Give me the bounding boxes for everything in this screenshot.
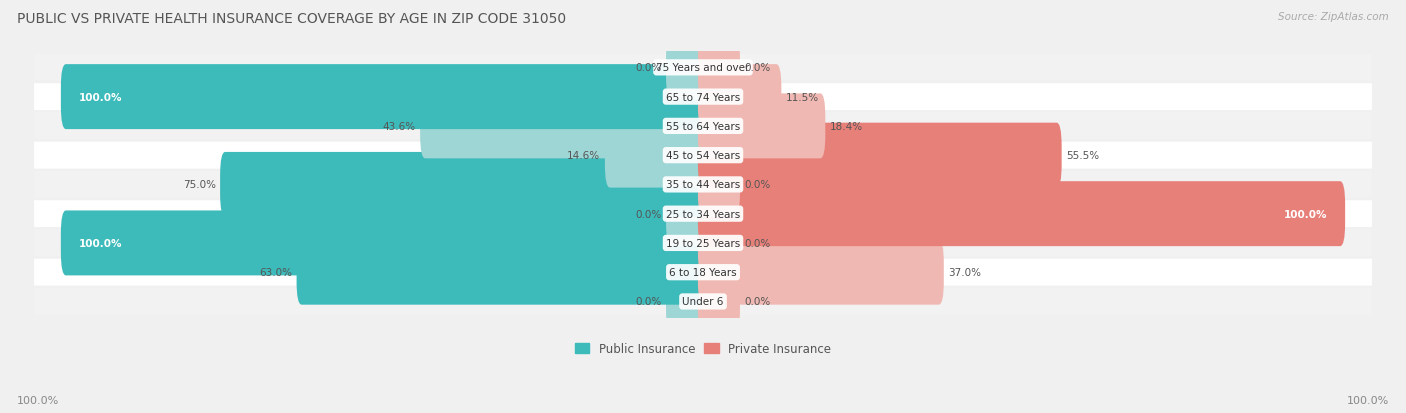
FancyBboxPatch shape — [697, 123, 1062, 188]
FancyBboxPatch shape — [697, 269, 740, 334]
FancyBboxPatch shape — [697, 65, 782, 130]
Text: 11.5%: 11.5% — [786, 93, 818, 102]
Text: 0.0%: 0.0% — [744, 63, 770, 73]
Text: Under 6: Under 6 — [682, 297, 724, 307]
Text: 6 to 18 Years: 6 to 18 Years — [669, 268, 737, 278]
Text: 55 to 64 Years: 55 to 64 Years — [666, 121, 740, 132]
FancyBboxPatch shape — [34, 55, 1372, 82]
Text: 43.6%: 43.6% — [382, 121, 416, 132]
FancyBboxPatch shape — [34, 201, 1372, 228]
FancyBboxPatch shape — [697, 211, 740, 276]
Text: 25 to 34 Years: 25 to 34 Years — [666, 209, 740, 219]
Text: 63.0%: 63.0% — [259, 268, 292, 278]
Text: 0.0%: 0.0% — [744, 297, 770, 307]
FancyBboxPatch shape — [34, 259, 1372, 286]
FancyBboxPatch shape — [34, 288, 1372, 315]
FancyBboxPatch shape — [697, 152, 740, 217]
Text: 37.0%: 37.0% — [948, 268, 981, 278]
Text: PUBLIC VS PRIVATE HEALTH INSURANCE COVERAGE BY AGE IN ZIP CODE 31050: PUBLIC VS PRIVATE HEALTH INSURANCE COVER… — [17, 12, 567, 26]
FancyBboxPatch shape — [34, 142, 1372, 169]
Text: 18.4%: 18.4% — [830, 121, 863, 132]
FancyBboxPatch shape — [697, 36, 740, 101]
Text: 55.5%: 55.5% — [1066, 151, 1099, 161]
FancyBboxPatch shape — [297, 240, 709, 305]
Text: 100.0%: 100.0% — [1284, 209, 1327, 219]
FancyBboxPatch shape — [34, 113, 1372, 140]
Text: Source: ZipAtlas.com: Source: ZipAtlas.com — [1278, 12, 1389, 22]
Text: 0.0%: 0.0% — [636, 209, 662, 219]
Text: 100.0%: 100.0% — [1347, 395, 1389, 405]
FancyBboxPatch shape — [60, 211, 709, 276]
FancyBboxPatch shape — [34, 84, 1372, 111]
Text: 0.0%: 0.0% — [744, 180, 770, 190]
Text: 65 to 74 Years: 65 to 74 Years — [666, 93, 740, 102]
Text: 0.0%: 0.0% — [636, 63, 662, 73]
Legend: Public Insurance, Private Insurance: Public Insurance, Private Insurance — [571, 337, 835, 360]
Text: 35 to 44 Years: 35 to 44 Years — [666, 180, 740, 190]
Text: 75.0%: 75.0% — [183, 180, 215, 190]
Text: 0.0%: 0.0% — [744, 238, 770, 248]
FancyBboxPatch shape — [697, 94, 825, 159]
FancyBboxPatch shape — [666, 182, 709, 247]
Text: 14.6%: 14.6% — [567, 151, 600, 161]
FancyBboxPatch shape — [605, 123, 709, 188]
FancyBboxPatch shape — [697, 182, 1346, 247]
FancyBboxPatch shape — [666, 36, 709, 101]
Text: 0.0%: 0.0% — [636, 297, 662, 307]
FancyBboxPatch shape — [697, 240, 943, 305]
Text: 100.0%: 100.0% — [17, 395, 59, 405]
Text: 19 to 25 Years: 19 to 25 Years — [666, 238, 740, 248]
FancyBboxPatch shape — [34, 230, 1372, 257]
FancyBboxPatch shape — [420, 94, 709, 159]
Text: 45 to 54 Years: 45 to 54 Years — [666, 151, 740, 161]
FancyBboxPatch shape — [666, 269, 709, 334]
Text: 100.0%: 100.0% — [79, 238, 122, 248]
FancyBboxPatch shape — [60, 65, 709, 130]
FancyBboxPatch shape — [221, 152, 709, 217]
FancyBboxPatch shape — [34, 171, 1372, 198]
Text: 75 Years and over: 75 Years and over — [657, 63, 749, 73]
Text: 100.0%: 100.0% — [79, 93, 122, 102]
